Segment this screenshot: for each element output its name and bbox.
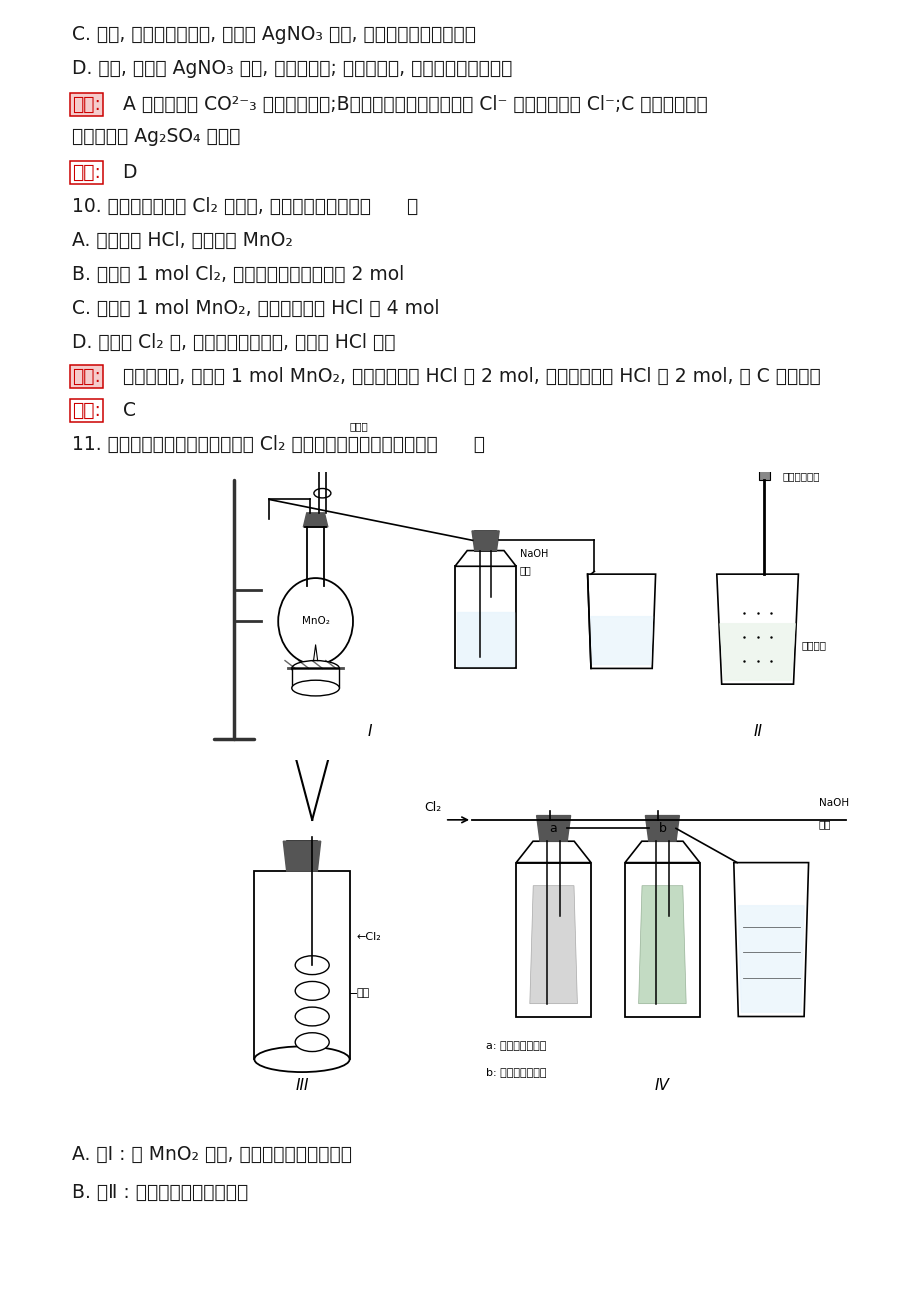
Text: b: b bbox=[658, 822, 665, 835]
Polygon shape bbox=[733, 863, 808, 1017]
Text: III: III bbox=[295, 1078, 309, 1094]
Polygon shape bbox=[645, 815, 678, 841]
Text: 溶液: 溶液 bbox=[818, 819, 831, 829]
Text: ←Cl₂: ←Cl₂ bbox=[356, 932, 380, 941]
Text: 新制氯水: 新制氯水 bbox=[801, 641, 826, 651]
Text: 酸化会产生 Ag₂SO₄ 沉淠。: 酸化会产生 Ag₂SO₄ 沉淠。 bbox=[72, 128, 240, 146]
Text: 铜丝: 铜丝 bbox=[356, 988, 369, 999]
Text: 溶液: 溶液 bbox=[519, 565, 531, 575]
Text: C. 取样, 先加稀硫酸酸化, 再加入 AgNO₃ 溶液, 看是否有白色沉淠生成: C. 取样, 先加稀硫酸酸化, 再加入 AgNO₃ 溶液, 看是否有白色沉淠生成 bbox=[72, 25, 475, 44]
Text: A. 图Ⅰ : 若 MnO₂ 过量, 则浓盐酸可全部消耗完: A. 图Ⅰ : 若 MnO₂ 过量, 则浓盐酸可全部消耗完 bbox=[72, 1144, 352, 1164]
Ellipse shape bbox=[295, 1006, 329, 1026]
Circle shape bbox=[278, 578, 353, 664]
Text: 答案:: 答案: bbox=[72, 401, 101, 421]
Text: b: 湿润的有色布条: b: 湿润的有色布条 bbox=[485, 1068, 546, 1077]
Bar bbox=[291, 668, 339, 687]
Bar bbox=[455, 566, 516, 668]
Text: NaOH: NaOH bbox=[519, 549, 548, 560]
Polygon shape bbox=[303, 513, 327, 527]
Bar bbox=[624, 863, 699, 1017]
Polygon shape bbox=[624, 841, 699, 863]
Ellipse shape bbox=[266, 684, 283, 699]
Ellipse shape bbox=[295, 982, 329, 1000]
Polygon shape bbox=[587, 574, 655, 668]
Polygon shape bbox=[455, 551, 516, 566]
Text: I: I bbox=[368, 724, 372, 740]
Ellipse shape bbox=[341, 684, 357, 699]
Ellipse shape bbox=[301, 405, 343, 417]
Polygon shape bbox=[471, 531, 499, 551]
Bar bbox=[539, 815, 567, 841]
Text: C. 每消耗 1 mol MnO₂, 起还原作用的 HCl 为 4 mol: C. 每消耗 1 mol MnO₂, 起还原作用的 HCl 为 4 mol bbox=[72, 299, 439, 318]
Ellipse shape bbox=[305, 738, 319, 749]
Text: 紫色石蕊溶液: 紫色石蕊溶液 bbox=[781, 471, 819, 480]
Ellipse shape bbox=[255, 1047, 349, 1072]
Bar bbox=[648, 815, 675, 841]
Bar bbox=[287, 841, 317, 871]
Polygon shape bbox=[716, 574, 798, 684]
Text: 11. 某同学用以下装置制备并检验 Cl₂ 的性质。下列说法正确的是（      ）: 11. 某同学用以下装置制备并检验 Cl₂ 的性质。下列说法正确的是（ ） bbox=[72, 435, 484, 454]
Text: D. 取样, 加少量 AgNO₃ 溶液, 有白色沉淠; 再加稀砩酸, 看白色沉淠是否消失: D. 取样, 加少量 AgNO₃ 溶液, 有白色沉淠; 再加稀砩酸, 看白色沉淠… bbox=[72, 59, 512, 78]
Text: A. 还原剂是 HCl, 氧化剂是 MnO₂: A. 还原剂是 HCl, 氧化剂是 MnO₂ bbox=[72, 230, 292, 250]
Polygon shape bbox=[638, 885, 686, 1004]
Ellipse shape bbox=[291, 680, 339, 697]
Polygon shape bbox=[457, 612, 514, 667]
Bar bbox=[255, 871, 349, 1060]
Text: 解析:: 解析: bbox=[72, 95, 101, 115]
Bar bbox=[474, 531, 496, 551]
Text: II: II bbox=[753, 724, 761, 740]
Text: NaOH: NaOH bbox=[818, 798, 848, 807]
Text: B. 图Ⅱ : 证明新制氯水具有酸性: B. 图Ⅱ : 证明新制氯水具有酸性 bbox=[72, 1184, 248, 1202]
Polygon shape bbox=[536, 815, 570, 841]
Text: MnO₂: MnO₂ bbox=[301, 616, 329, 626]
Text: 解析:: 解析: bbox=[72, 367, 101, 385]
Text: Cl₂: Cl₂ bbox=[424, 801, 441, 814]
Text: IV: IV bbox=[654, 1078, 669, 1094]
Polygon shape bbox=[529, 885, 577, 1004]
Bar bbox=[516, 863, 590, 1017]
Text: a: 干燥的有色布条: a: 干燥的有色布条 bbox=[485, 1042, 545, 1052]
Text: 答案:: 答案: bbox=[72, 163, 101, 182]
Text: A 项没有排除 CO²⁻₃ 等离子的干扰;B项不能确定是溶液中含有 Cl⁻ 还是盐酸带入 Cl⁻;C 项先加稀硫酸: A 项没有排除 CO²⁻₃ 等离子的干扰;B项不能确定是溶液中含有 Cl⁻ 还是… bbox=[122, 95, 707, 115]
Ellipse shape bbox=[295, 1032, 329, 1052]
Text: D: D bbox=[122, 163, 137, 182]
Bar bbox=[758, 469, 769, 480]
Text: C: C bbox=[122, 401, 135, 421]
Ellipse shape bbox=[313, 488, 331, 497]
Ellipse shape bbox=[291, 660, 339, 676]
Text: B. 每生成 1 mol Cl₂, 转移电子的物质的量为 2 mol: B. 每生成 1 mol Cl₂, 转移电子的物质的量为 2 mol bbox=[72, 266, 403, 284]
Polygon shape bbox=[301, 410, 343, 443]
Polygon shape bbox=[720, 624, 794, 680]
Text: a: a bbox=[550, 822, 557, 835]
Text: 10. 关于实验室制取 Cl₂ 的反应, 下列说法错误的是（      ）: 10. 关于实验室制取 Cl₂ 的反应, 下列说法错误的是（ ） bbox=[72, 197, 418, 216]
Ellipse shape bbox=[295, 956, 329, 975]
Polygon shape bbox=[516, 841, 590, 863]
Polygon shape bbox=[737, 906, 803, 1012]
Polygon shape bbox=[283, 841, 321, 871]
Text: 由反应可知, 每消耗 1 mol MnO₂, 起还原作用的 HCl 为 2 mol, 起酸性作用的 HCl 为 2 mol, 故 C 项错误。: 由反应可知, 每消耗 1 mol MnO₂, 起还原作用的 HCl 为 2 mo… bbox=[122, 367, 820, 385]
Text: D. 生成的 Cl₂ 中, 除含有一些水蔯气, 还含有 HCl 杂质: D. 生成的 Cl₂ 中, 除含有一些水蔯气, 还含有 HCl 杂质 bbox=[72, 333, 395, 352]
Text: 浓盐酸: 浓盐酸 bbox=[349, 422, 368, 431]
Polygon shape bbox=[590, 617, 652, 664]
